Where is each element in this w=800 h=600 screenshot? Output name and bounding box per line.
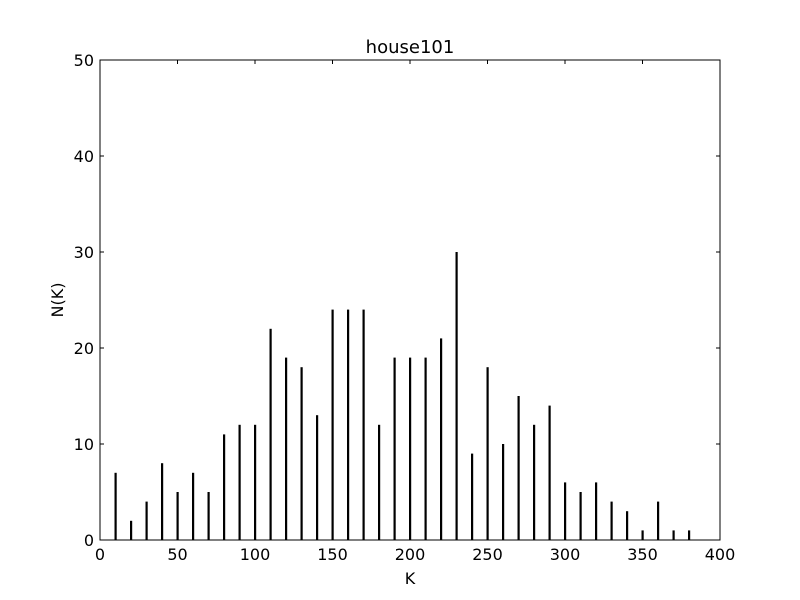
bar-k-50	[176, 492, 179, 540]
chart-title: house101	[366, 37, 455, 58]
x-tick-label: 50	[167, 545, 187, 564]
bar-k-320	[595, 482, 598, 540]
bar-k-130	[300, 367, 303, 540]
bar-k-330	[610, 501, 613, 540]
bar-k-40	[161, 463, 164, 540]
x-axis-label: K	[405, 569, 416, 588]
bar-k-180	[378, 424, 381, 540]
x-tick-label: 100	[240, 545, 271, 564]
bar-k-200	[409, 357, 412, 540]
bar-k-370	[672, 530, 675, 540]
x-tick-label: 0	[95, 545, 105, 564]
bar-k-270	[517, 396, 520, 540]
bar-k-160	[347, 309, 350, 540]
y-tick-label: 40	[74, 147, 94, 166]
bar-k-340	[626, 511, 629, 540]
bar-k-280	[533, 424, 536, 540]
bar-k-260	[502, 444, 505, 540]
bar-k-150	[331, 309, 334, 540]
x-tick-label: 300	[550, 545, 581, 564]
bar-k-380	[688, 530, 691, 540]
bar-k-220	[440, 338, 443, 540]
bar-k-60	[192, 472, 195, 540]
x-tick-label: 350	[627, 545, 658, 564]
bar-k-30	[145, 501, 148, 540]
y-tick-label: 20	[74, 339, 94, 358]
bar-k-110	[269, 328, 272, 540]
y-axis-label: N(K)	[48, 283, 67, 318]
bar-k-10	[114, 472, 117, 540]
y-tick-label: 30	[74, 243, 94, 262]
x-ticks-group: 0 50 100 150 200 250 300 350 400	[95, 60, 735, 564]
x-tick-label: 150	[317, 545, 348, 564]
bar-k-140	[316, 415, 319, 540]
y-tick-label: 0	[84, 531, 94, 550]
bar-k-70	[207, 492, 210, 540]
bar-k-310	[579, 492, 582, 540]
y-tick-label: 10	[74, 435, 94, 454]
y-tick-label: 50	[74, 51, 94, 70]
bar-k-350	[641, 530, 644, 540]
bar-k-120	[285, 357, 288, 540]
bars-group	[114, 252, 691, 540]
bar-k-80	[223, 434, 226, 540]
bar-k-290	[548, 405, 551, 540]
x-tick-label: 400	[705, 545, 736, 564]
bar-k-300	[564, 482, 567, 540]
bar-k-240	[471, 453, 474, 540]
y-ticks-group: 0 10 20 30 40 50	[74, 51, 720, 550]
bar-k-20	[130, 520, 133, 540]
bar-k-250	[486, 367, 489, 540]
bar-k-230	[455, 252, 458, 540]
bar-k-90	[238, 424, 241, 540]
bar-k-210	[424, 357, 427, 540]
x-tick-label: 250	[472, 545, 503, 564]
x-tick-label: 200	[395, 545, 426, 564]
bar-k-190	[393, 357, 396, 540]
bar-k-100	[254, 424, 257, 540]
bar-k-360	[657, 501, 660, 540]
bar-k-170	[362, 309, 365, 540]
